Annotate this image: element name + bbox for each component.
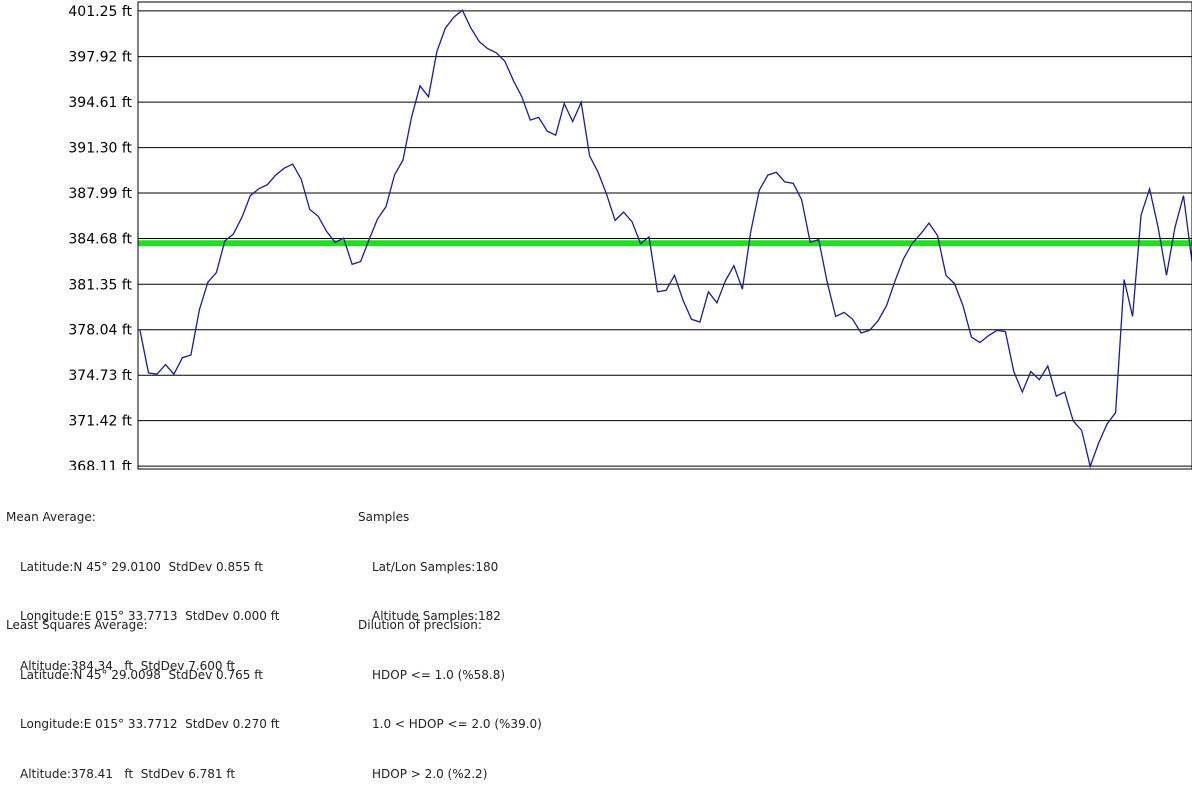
y-tick-label: 374.73 ft [68,368,132,384]
latlon-samples: Lat/Lon Samples:180 [372,559,499,574]
mean-longitude: Longitude:E 015° 33.7713 StdDev 0.000 ft [20,609,280,623]
samples-block: Samples Lat/Lon Samples:180 Altitude Sam… [358,476,501,641]
samples-heading: Samples [358,510,410,524]
dop-line-1: HDOP <= 1.0 (%58.8) [372,667,506,682]
mean-average-heading: Mean Average: [6,510,96,524]
y-tick-label: 384.68 ft [68,232,132,248]
least-squares-block: Least Squares Average: Latitude:N 45° 29… [6,584,279,799]
altitude-samples: Altitude Samples:182 [372,609,501,623]
least-squares-longitude: Longitude:E 015° 33.7712 StdDev 0.270 ft [20,717,280,731]
dop-heading: Dilution of precision: [358,618,482,632]
y-axis-tick-labels: 401.25 ft 397.92 ft 394.61 ft 391.30 ft 387.… [68,4,132,470]
dop-block: Dilution of precision: HDOP <= 1.0 (%58.… [358,584,542,799]
y-tick-label: 391.30 ft [68,141,132,157]
y-tick-label: 381.35 ft [68,277,132,293]
altitude-chart: 401.25 ft 397.92 ft 394.61 ft 391.30 ft 387.… [68,1,1192,470]
least-squares-altitude: Altitude:378.41 ft StdDev 6.781 ft [20,766,236,781]
grid-lines [138,10,1192,467]
y-tick-label: 368.11 ft [68,459,132,470]
y-tick-label: 397.92 ft [68,50,132,66]
y-tick-label: 378.04 ft [68,323,132,339]
plot-frame [137,1,1192,470]
y-tick-label: 401.25 ft [68,4,132,20]
altitude-series-line [139,9,1192,469]
least-squares-latitude: Latitude:N 45° 29.0098 StdDev 0.765 ft [20,667,263,682]
dop-line-2: 1.0 < HDOP <= 2.0 (%39.0) [372,717,542,731]
y-tick-label: 371.42 ft [68,414,132,430]
mean-latitude: Latitude:N 45° 29.0100 StdDev 0.855 ft [20,559,263,574]
y-tick-label: 394.61 ft [68,95,132,111]
least-squares-heading: Least Squares Average: [6,618,148,632]
y-tick-label: 387.99 ft [68,186,132,202]
dop-line-3: HDOP > 2.0 (%2.2) [372,766,488,781]
